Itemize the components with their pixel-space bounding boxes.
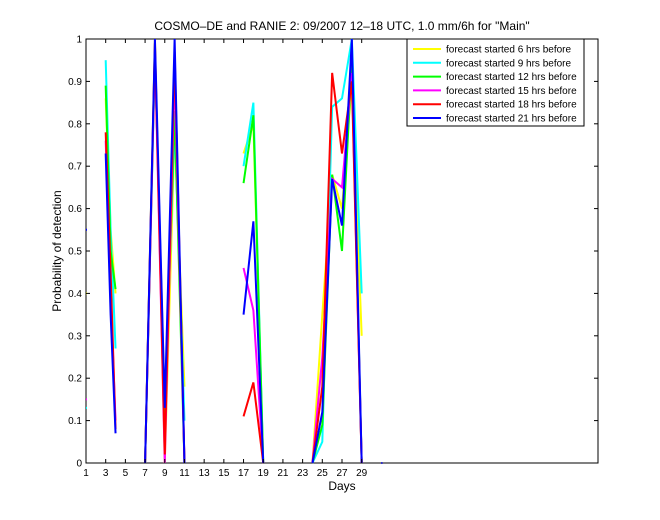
legend: forecast started 6 hrs before forecast st… [406, 38, 585, 127]
y-tick-label: 0.8 [68, 119, 82, 130]
legend-label: forecast started 15 hrs before [446, 86, 577, 97]
legend-label: forecast started 9 hrs before [446, 58, 572, 69]
series-line-5-segment-3 [242, 382, 265, 464]
series-line-6-segment-5 [311, 38, 363, 464]
legend-items: forecast started 6 hrs before forecast st… [413, 45, 577, 125]
x-tick-label: 27 [336, 468, 348, 479]
y-tick-label: 0.7 [68, 162, 82, 173]
chart-title: COSMO–DE and RANIE 2: 09/2007 12–18 UTC,… [154, 19, 529, 33]
x-tick-label: 15 [218, 468, 230, 479]
x-tick-label: 7 [142, 468, 148, 479]
x-tick-label: 17 [238, 468, 250, 479]
series-line-6-segment-3 [144, 38, 186, 464]
x-tick-label: 3 [103, 468, 109, 479]
x-tick-label: 13 [199, 468, 211, 479]
legend-label: forecast started 12 hrs before [446, 72, 577, 83]
legend-label: forecast started 21 hrs before [446, 114, 577, 125]
x-axis: 1 3 5 7 9 11 13 15 17 19 21 23 25 27 29 [83, 39, 368, 479]
legend-label: forecast started 6 hrs before [446, 45, 572, 56]
x-tick-label: 11 [179, 468, 190, 479]
series-line-3-segment-3 [242, 115, 265, 464]
x-tick-label: 25 [317, 468, 329, 479]
y-tick-label: 0.6 [68, 204, 82, 215]
x-tick-label: 5 [123, 468, 129, 479]
y-axis-title: Probability of detection [50, 190, 64, 311]
y-tick-label: 0.4 [68, 289, 82, 300]
series-layer [86, 38, 383, 464]
x-axis-title: Days [328, 479, 355, 493]
series-line-6-segment-2 [104, 153, 117, 434]
y-tick-label: 0.1 [68, 416, 82, 427]
y-tick-label: 0.5 [68, 247, 82, 258]
y-tick-label: 1 [76, 35, 82, 46]
x-tick-label: 1 [83, 468, 89, 479]
series-line-6-segment-4 [242, 221, 265, 464]
x-tick-label: 21 [277, 468, 289, 479]
x-tick-label: 9 [162, 468, 168, 479]
x-tick-label: 29 [356, 468, 368, 479]
y-tick-label: 0.2 [68, 374, 82, 385]
y-axis: 0 0.1 0.2 0.3 0.4 0.5 0.6 0.7 0.8 0.9 1 [68, 35, 598, 470]
y-tick-label: 0.3 [68, 331, 82, 342]
legend-box [406, 38, 585, 127]
x-tick-label: 23 [297, 468, 309, 479]
x-tick-label: 19 [258, 468, 270, 479]
y-tick-label: 0 [76, 459, 82, 470]
legend-label: forecast started 18 hrs before [446, 100, 577, 111]
y-tick-label: 0.9 [68, 77, 82, 88]
